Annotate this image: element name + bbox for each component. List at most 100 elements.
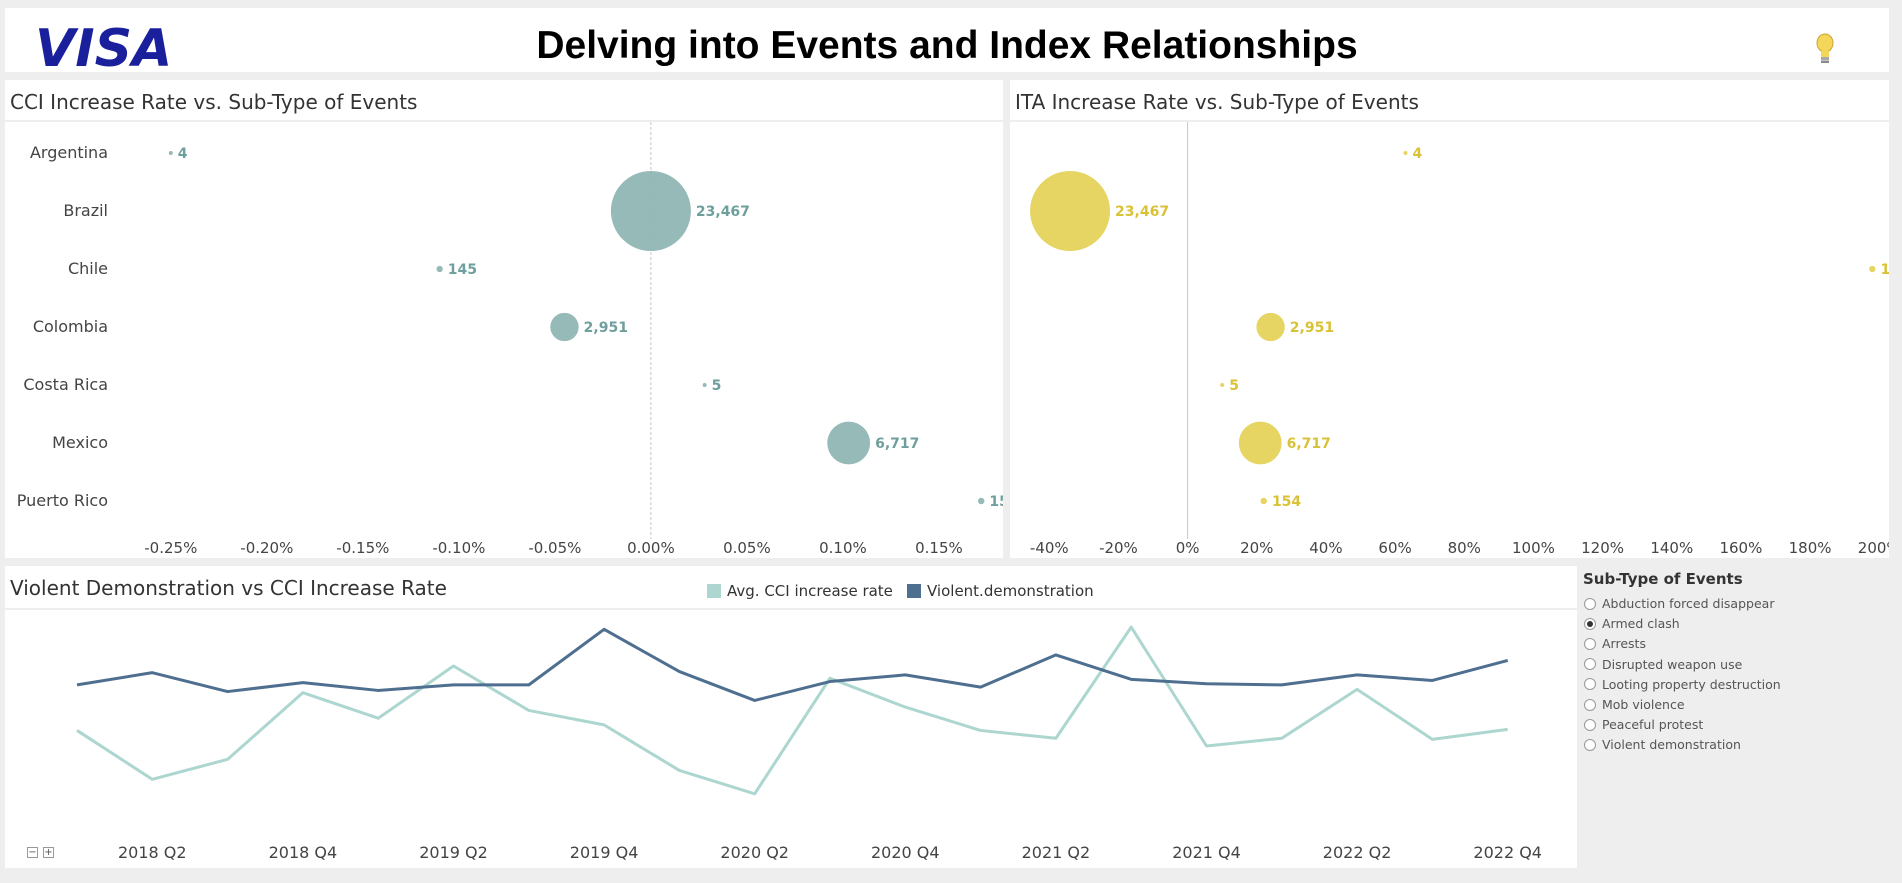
bubble-mark <box>702 383 707 387</box>
bubble-mark <box>1030 171 1111 251</box>
x-tick-label: 0.10% <box>819 539 867 557</box>
bubble-mark <box>1238 421 1282 465</box>
bubble-mark <box>1260 497 1267 505</box>
expand-button[interactable]: + <box>43 847 54 858</box>
data-label: 154 <box>1272 494 1301 510</box>
bubble-mark <box>977 497 985 505</box>
x-tick-label: -0.10% <box>432 539 485 557</box>
bubble-mark <box>1256 312 1285 342</box>
bubble-mark <box>436 265 443 273</box>
x-tick-label: 2022 Q4 <box>1473 843 1542 862</box>
radio-button[interactable] <box>1584 658 1596 671</box>
collapse-button[interactable]: − <box>27 847 38 858</box>
data-label: 4 <box>178 146 188 162</box>
x-tick-label: 0.15% <box>915 539 963 557</box>
x-tick-label: 100% <box>1512 539 1555 557</box>
data-label: 2,951 <box>1290 320 1334 336</box>
line-chart-title: Violent Demonstration vs CCI Increase Ra… <box>10 576 447 600</box>
cci-bubble-chart: Argentina 4 Brazil 23,467 Chile 145 Colombia 2,… <box>17 122 1003 557</box>
x-tick-label: -0.05% <box>528 539 581 557</box>
filter-option-label: Abduction forced disappear <box>1602 596 1775 611</box>
data-label: 2,951 <box>584 320 628 336</box>
x-tick-label: 180% <box>1789 539 1832 557</box>
cci-bubble-panel: CCI Increase Rate vs. Sub-Type of Events… <box>5 80 1003 558</box>
line-chart-panel: Violent Demonstration vs CCI Increase Ra… <box>5 566 1577 868</box>
x-tick-label: 60% <box>1378 539 1411 557</box>
x-tick-label: 2020 Q4 <box>871 843 940 862</box>
x-tick-label: -0.25% <box>144 539 197 557</box>
x-tick-label: -0.15% <box>336 539 389 557</box>
row-label: Puerto Rico <box>17 491 108 510</box>
divider <box>5 608 1577 610</box>
legend-label-violent: Violent.demonstration <box>927 582 1094 600</box>
x-tick-label: -40% <box>1030 539 1069 557</box>
page-title: Delving into Events and Index Relationsh… <box>536 24 1358 67</box>
bubble-mark <box>550 312 579 342</box>
filter-option[interactable]: Abduction forced disappear <box>1584 596 1774 611</box>
x-tick-label: 2018 Q2 <box>118 843 187 862</box>
radio-selected-dot <box>1587 620 1593 627</box>
legend-swatch-cci <box>707 584 721 598</box>
radio-button[interactable] <box>1584 678 1596 691</box>
ita-chart-title: ITA Increase Rate vs. Sub-Type of Events <box>1015 90 1419 114</box>
filter-option-label: Disrupted weapon use <box>1602 656 1743 672</box>
bubble-mark <box>1220 383 1225 387</box>
x-tick-label: -0.20% <box>240 539 293 557</box>
bubble-mark <box>827 421 871 465</box>
legend-swatch-violent <box>907 584 921 598</box>
filter-option[interactable]: Looting property destruction <box>1584 677 1781 692</box>
filter-option[interactable]: Peaceful protest <box>1584 717 1703 732</box>
filter-option-label: Looting property destruction <box>1602 676 1781 692</box>
filter-option[interactable]: Violent demonstration <box>1584 737 1741 752</box>
row-label: Argentina <box>30 143 108 162</box>
radio-button[interactable] <box>1584 597 1596 610</box>
data-label: 145 <box>1880 262 1889 278</box>
row-label: Colombia <box>33 317 108 336</box>
data-label: 23,467 <box>696 204 750 220</box>
filter-option-label: Armed clash <box>1602 616 1680 632</box>
line-chart: 2018 Q2 2018 Q4 2019 Q2 2019 Q4 2020 Q2 2020 … <box>76 625 1542 862</box>
filter-option-label: Mob violence <box>1602 697 1685 712</box>
data-label: 154 <box>989 494 1003 510</box>
filter-option[interactable]: Disrupted weapon use <box>1584 657 1742 672</box>
legend-item-violent[interactable]: Violent.demonstration <box>907 582 1094 600</box>
radio-button[interactable] <box>1584 738 1596 751</box>
dashboard-header: VISA Delving into Events and Index Relat… <box>5 8 1889 79</box>
data-label: 6,717 <box>875 436 919 452</box>
legend-item-cci[interactable]: Avg. CCI increase rate <box>707 582 893 600</box>
cci-chart-title: CCI Increase Rate vs. Sub-Type of Events <box>10 90 418 114</box>
x-tick-label: 0% <box>1176 539 1200 557</box>
row-label: Chile <box>68 259 108 278</box>
x-tick-label: -20% <box>1099 539 1138 557</box>
x-tick-label: 2020 Q2 <box>720 843 789 862</box>
x-tick-label: 160% <box>1719 539 1762 557</box>
x-tick-label: 0.05% <box>723 539 771 557</box>
sub-type-filter: Sub-Type of Events Abduction forced disa… <box>1580 566 1889 868</box>
data-label: 4 <box>1412 146 1422 162</box>
visa-logo: VISA <box>35 19 172 79</box>
x-tick-label: 0.00% <box>627 539 675 557</box>
bubble-mark <box>1403 151 1408 155</box>
lightbulb-icon[interactable] <box>1813 32 1837 72</box>
filter-option-label: Violent demonstration <box>1602 737 1741 753</box>
row-label: Mexico <box>52 433 108 452</box>
divider <box>5 120 1003 122</box>
filter-option[interactable]: Mob violence <box>1584 697 1685 712</box>
x-tick-label: 2018 Q4 <box>269 843 338 862</box>
radio-button[interactable] <box>1584 637 1596 650</box>
x-tick-label: 2022 Q2 <box>1323 843 1392 862</box>
x-tick-label: 140% <box>1650 539 1693 557</box>
data-label: 6,717 <box>1287 436 1331 452</box>
radio-button[interactable] <box>1584 698 1596 711</box>
x-tick-label: 120% <box>1581 539 1624 557</box>
data-label: 5 <box>712 378 722 394</box>
x-tick-label: 80% <box>1448 539 1481 557</box>
radio-button[interactable] <box>1584 617 1596 630</box>
filter-option-label: Arrests <box>1602 636 1646 652</box>
x-tick-label: 2019 Q2 <box>419 843 488 862</box>
x-tick-label: 2021 Q2 <box>1022 843 1091 862</box>
filter-option[interactable]: Armed clash <box>1584 616 1680 631</box>
filter-option[interactable]: Arrests <box>1584 636 1646 651</box>
data-label: 145 <box>448 262 477 278</box>
radio-button[interactable] <box>1584 718 1596 731</box>
